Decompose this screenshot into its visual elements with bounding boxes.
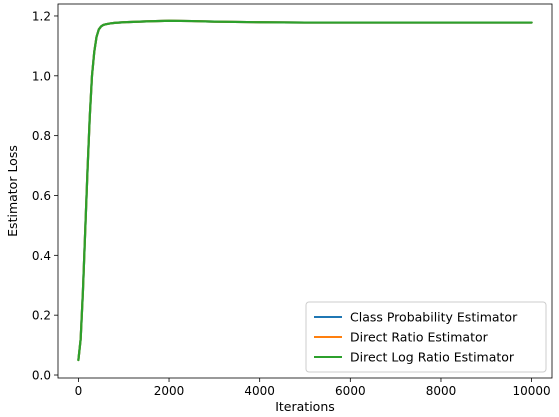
x-tick-label: 4000 <box>244 384 275 398</box>
x-axis-ticks: 0 2000 4000 6000 8000 10000 <box>75 378 551 398</box>
series-layer <box>77 19 533 362</box>
series-line-3 <box>77 19 533 362</box>
y-tick-label: 0.6 <box>32 189 51 203</box>
x-tick-label: 2000 <box>154 384 185 398</box>
y-tick-label: 1.2 <box>32 9 51 23</box>
legend-entry: Direct Ratio Estimator <box>350 330 489 345</box>
y-tick-label: 0.2 <box>32 309 51 323</box>
x-tick-label: 10000 <box>513 384 551 398</box>
y-tick-label: 1.0 <box>32 69 51 83</box>
y-axis-ticks: 0.0 0.2 0.4 0.6 0.8 1.0 1.2 <box>32 9 58 383</box>
x-tick-label: 8000 <box>426 384 457 398</box>
y-tick-label: 0.8 <box>32 129 51 143</box>
x-tick-label: 6000 <box>335 384 366 398</box>
y-tick-label: 0.4 <box>32 249 51 263</box>
legend-entry: Class Probability Estimator <box>350 310 518 325</box>
legend: Class Probability Estimator Direct Ratio … <box>305 301 547 373</box>
legend-frame <box>305 301 547 373</box>
x-axis-label: Iterations <box>275 399 335 414</box>
x-tick-label: 0 <box>75 384 83 398</box>
y-tick-label: 0.0 <box>32 369 51 383</box>
plot-frame <box>57 3 553 379</box>
y-axis-label: Estimator Loss <box>5 145 20 237</box>
legend-entry: Direct Log Ratio Estimator <box>350 350 515 365</box>
